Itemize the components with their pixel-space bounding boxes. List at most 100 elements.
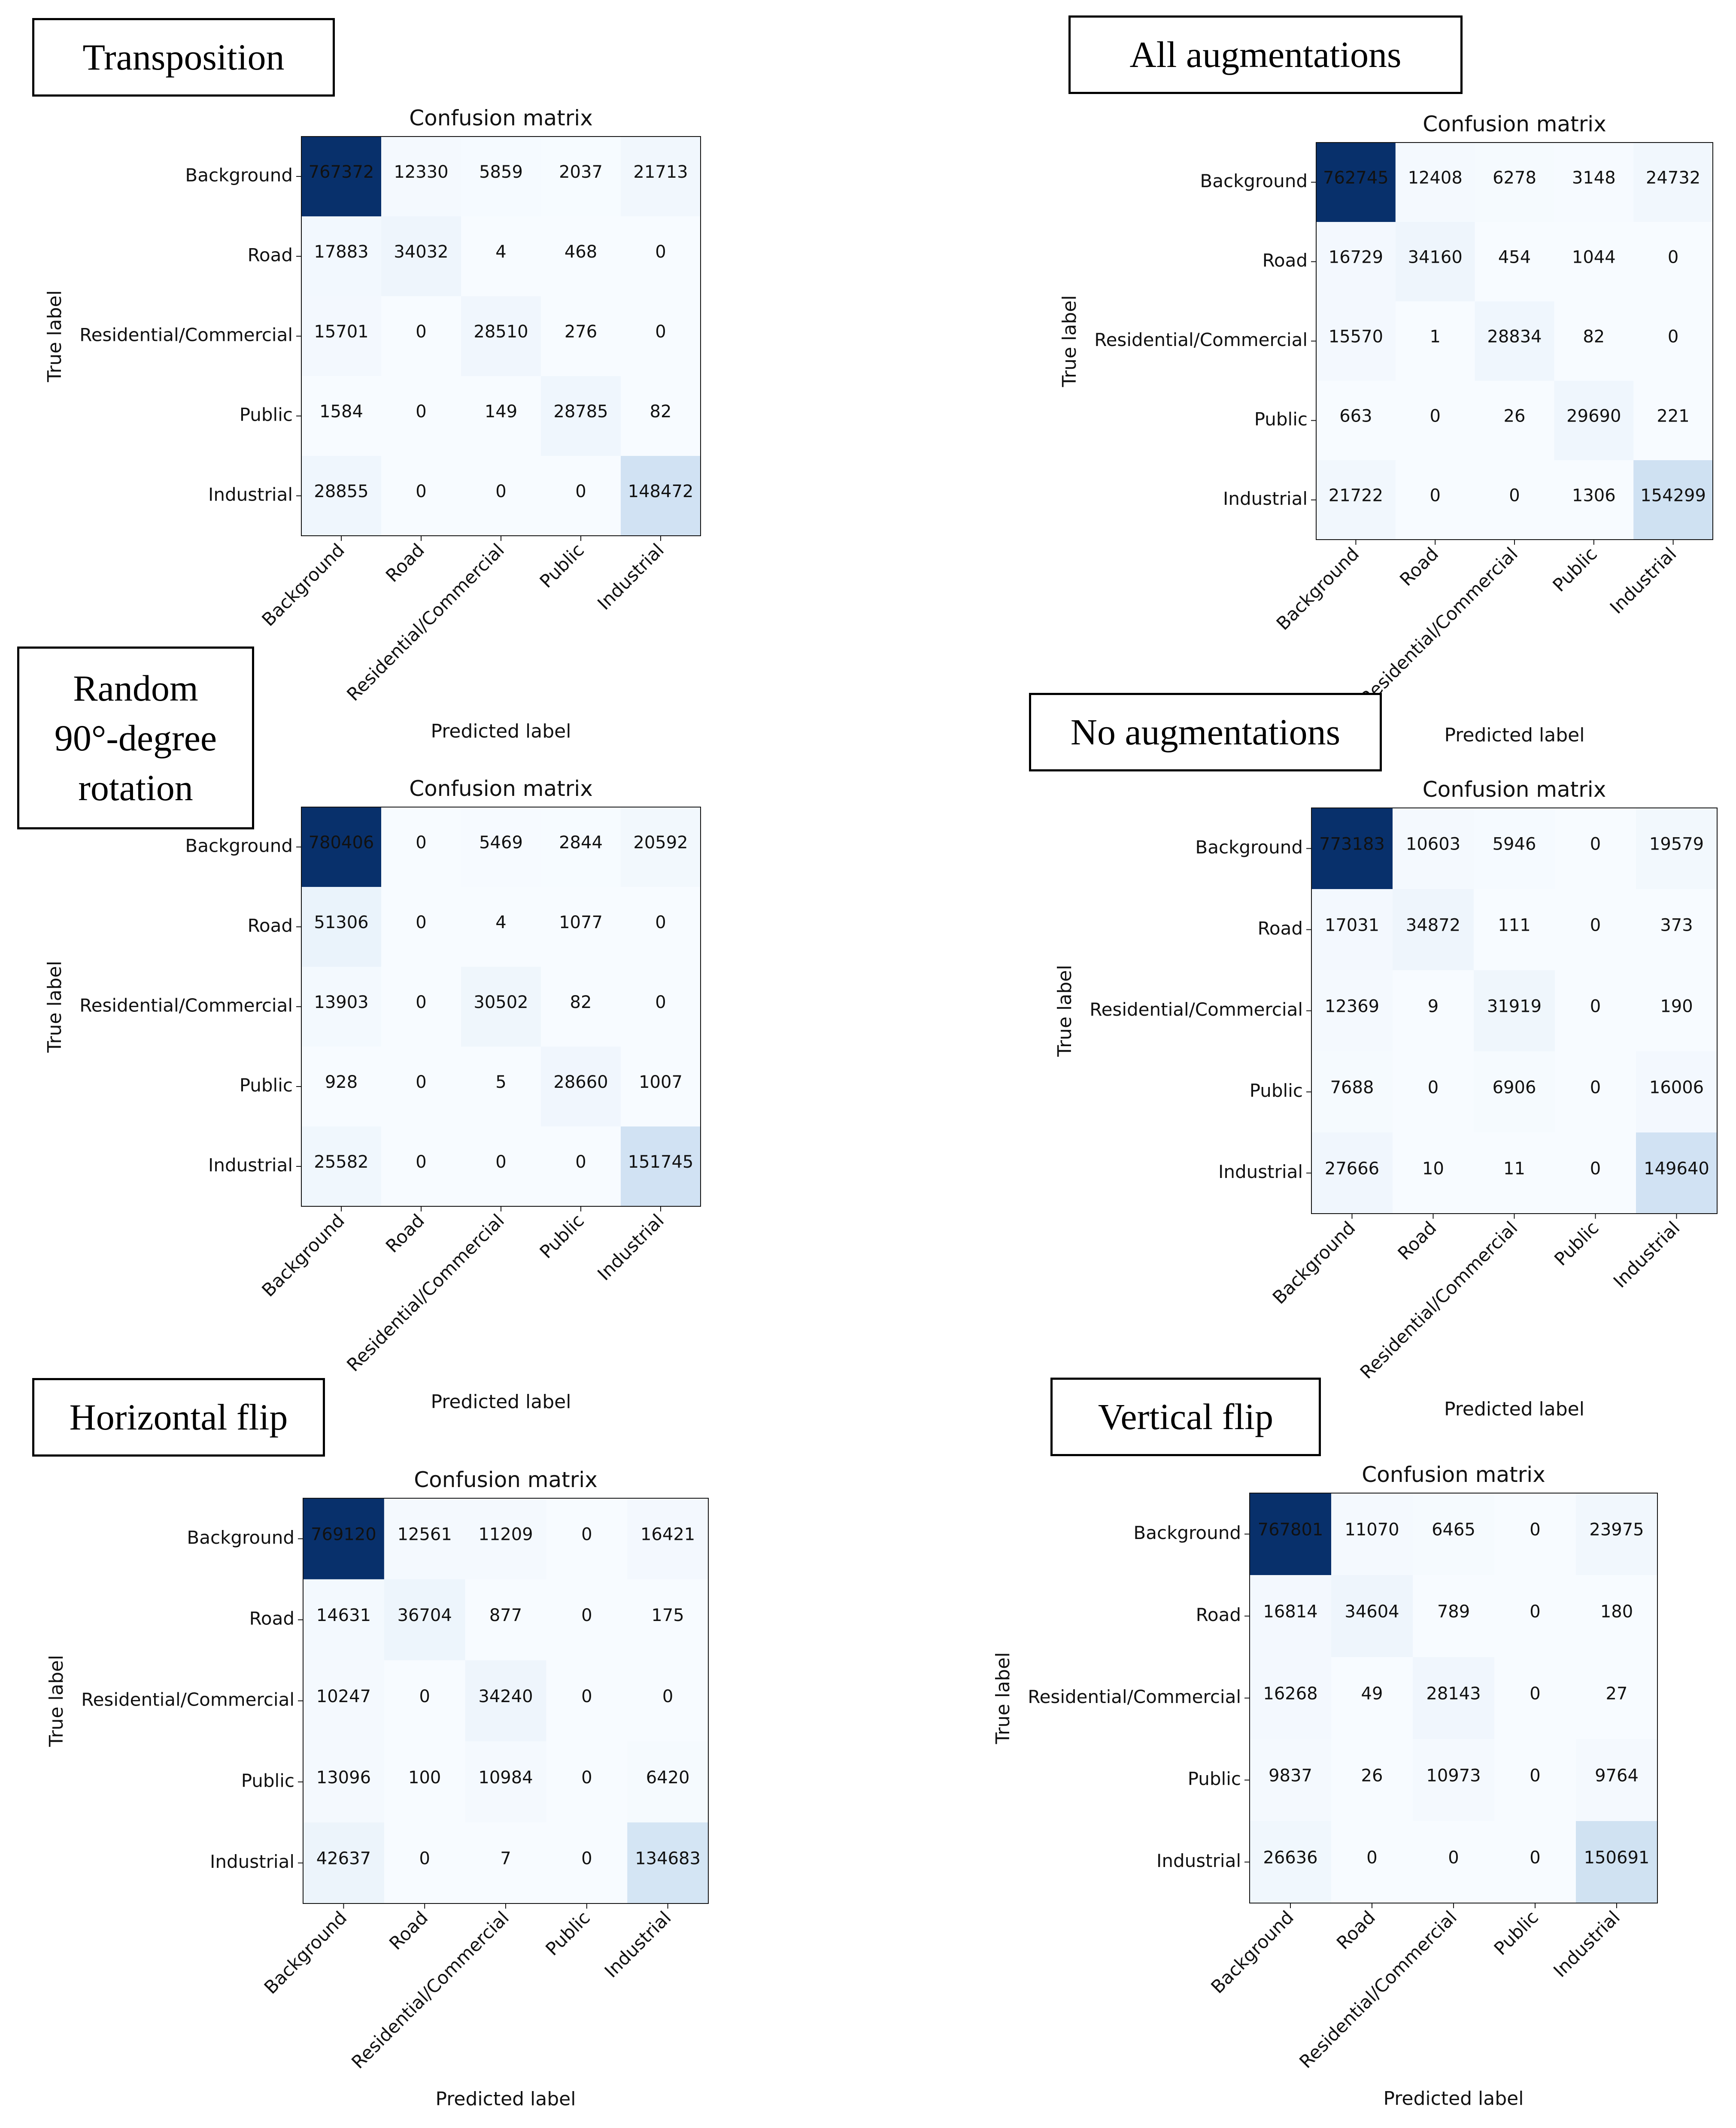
cell-value: 0 (416, 482, 426, 501)
cell-value: 9764 (1595, 1766, 1639, 1786)
cell-value: 0 (1366, 1848, 1377, 1868)
matrix-cell (1494, 1657, 1576, 1739)
cell-value: 767801 (1258, 1520, 1323, 1540)
cell-value: 6906 (1493, 1078, 1536, 1098)
matrix-cell (465, 1822, 546, 1904)
matrix-cell (301, 456, 382, 536)
cell-value: 0 (581, 1768, 592, 1788)
cell-value: 0 (581, 1849, 592, 1869)
matrix-cell (541, 137, 621, 217)
x-tick-label-industrial: Industrial (1606, 543, 1681, 618)
matrix-cell (1474, 1132, 1555, 1214)
cell-value: 221 (1657, 407, 1689, 426)
matrix-cell (1555, 1051, 1636, 1133)
cell-value: 13096 (316, 1768, 371, 1788)
chart-title: Confusion matrix (409, 106, 593, 131)
cell-value: 0 (416, 402, 426, 422)
cell-value: 928 (325, 1072, 358, 1092)
cell-value: 0 (416, 833, 426, 853)
cell-value: 11 (1503, 1159, 1525, 1179)
cell-value: 276 (565, 322, 597, 342)
matrix-cell (1636, 808, 1718, 889)
y-tick-label-residential-commercial: Residential/Commercial (1090, 999, 1303, 1020)
cell-value: 0 (1429, 486, 1440, 506)
cell-value: 0 (1428, 1078, 1439, 1098)
matrix-cell (1494, 1739, 1576, 1821)
matrix-cell (381, 967, 461, 1047)
matrix-cell (1636, 970, 1718, 1052)
matrix-cell (1393, 1132, 1474, 1214)
matrix-cell (381, 456, 461, 536)
matrix-cell (1474, 808, 1555, 889)
matrix-cell (381, 137, 461, 217)
matrix-cell (546, 1741, 628, 1823)
y-tick-label-road: Road (248, 915, 293, 936)
matrix-cell (1250, 1575, 1332, 1657)
cell-value: 0 (416, 1072, 426, 1092)
cell-value: 0 (419, 1687, 430, 1706)
matrix-cell (1475, 222, 1554, 302)
cell-value: 780406 (309, 833, 374, 853)
cell-value: 0 (1530, 1520, 1540, 1540)
cell-value: 9 (1428, 997, 1439, 1017)
matrix-cell (381, 887, 461, 967)
cell-value: 767372 (309, 162, 374, 182)
panel-transposition: Transposition Confusion matrix 767372 1233… (0, 0, 868, 742)
cell-value: 0 (655, 993, 666, 1012)
matrix-cell (303, 1498, 385, 1580)
cell-value: 0 (1590, 997, 1601, 1017)
matrix-cell (1393, 808, 1474, 889)
cell-value: 373 (1660, 916, 1693, 935)
matrix-cell (627, 1579, 709, 1661)
matrix-cell (1331, 1493, 1413, 1576)
matrix-cell (1554, 222, 1634, 302)
matrix-cell (1475, 381, 1554, 461)
matrix-cell (621, 137, 701, 217)
cell-value: 6420 (646, 1768, 690, 1788)
y-tick-label-road: Road (1263, 250, 1308, 271)
x-tick-label-road: Road (1332, 1906, 1379, 1953)
y-tick-label-public: Public (1254, 409, 1308, 430)
cell-value: 0 (416, 1152, 426, 1172)
matrix-cell (546, 1822, 628, 1904)
matrix-cell (541, 1126, 621, 1207)
matrix-cell (1311, 1051, 1393, 1133)
cell-value: 2844 (559, 833, 603, 853)
matrix-cell (384, 1660, 466, 1742)
cell-value: 663 (1339, 407, 1372, 426)
cell-value: 3148 (1572, 168, 1616, 188)
matrix-cell (1395, 222, 1475, 302)
cell-value: 5 (495, 1072, 506, 1092)
matrix-cell (1633, 460, 1713, 540)
y-tick-label-industrial: Industrial (1156, 1850, 1241, 1871)
matrix-cell (546, 1498, 628, 1580)
cell-value: 150691 (1584, 1848, 1650, 1868)
y-axis-label: True label (44, 290, 66, 382)
matrix-cell (1250, 1657, 1332, 1739)
matrix-cell (465, 1579, 546, 1661)
cell-value: 4 (495, 242, 506, 262)
matrix-cell (303, 1741, 385, 1823)
x-axis-label: Predicted label (431, 1391, 571, 1413)
cell-value: 6465 (1432, 1520, 1475, 1540)
cell-value: 16814 (1263, 1602, 1317, 1622)
matrix-cell (621, 1047, 701, 1127)
cell-value: 0 (1590, 916, 1601, 935)
cell-value: 773183 (1319, 835, 1385, 854)
y-tick-label-residential-commercial: Residential/Commercial (1094, 329, 1308, 350)
matrix-cell (465, 1498, 546, 1580)
matrix-cell (1311, 970, 1393, 1052)
matrix-cell (301, 1126, 382, 1207)
panel-all-augmentations: All augmentations Confusion matrix 762745… (868, 0, 1736, 746)
cell-value: 26 (1361, 1766, 1383, 1786)
cell-value: 0 (1530, 1848, 1540, 1868)
matrix-cell (1393, 1051, 1474, 1133)
cell-value: 769120 (311, 1524, 376, 1544)
matrix-cell (1475, 460, 1554, 540)
matrix-cell (381, 1126, 461, 1207)
matrix-cell (1250, 1493, 1332, 1576)
x-tick-label-industrial: Industrial (1609, 1217, 1684, 1292)
cell-value: 0 (655, 322, 666, 342)
matrix-cell (627, 1822, 709, 1904)
matrix-cell (461, 137, 541, 217)
